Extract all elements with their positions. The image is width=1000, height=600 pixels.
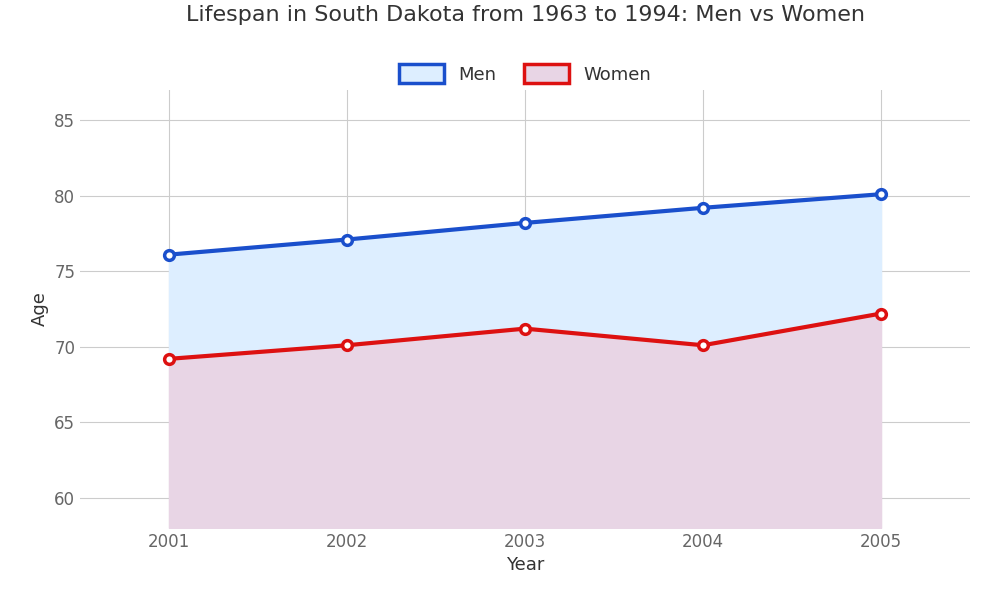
- Y-axis label: Age: Age: [31, 292, 49, 326]
- Title: Lifespan in South Dakota from 1963 to 1994: Men vs Women: Lifespan in South Dakota from 1963 to 19…: [186, 5, 864, 25]
- X-axis label: Year: Year: [506, 556, 544, 574]
- Legend: Men, Women: Men, Women: [390, 55, 660, 92]
